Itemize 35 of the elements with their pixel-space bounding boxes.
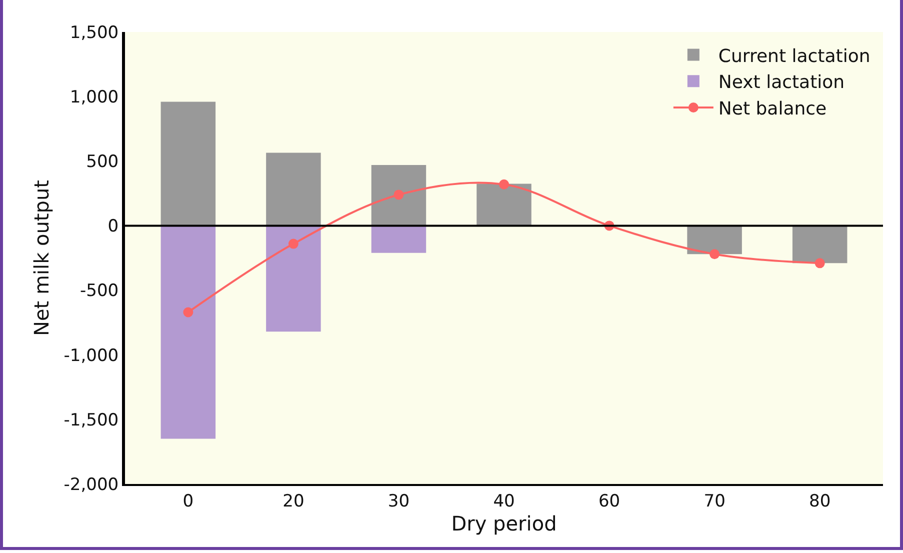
x-tick-label: 60: [598, 491, 620, 512]
legend-label: Next lactation: [718, 72, 845, 94]
x-tick-label: 20: [282, 491, 304, 512]
bar: [160, 226, 216, 439]
y-tick-label: 0: [108, 216, 119, 237]
point: [183, 307, 194, 318]
x-tick-label: 30: [388, 491, 410, 512]
legend-label: Net balance: [718, 98, 827, 120]
bar: [476, 184, 532, 226]
x-tick-label: 80: [809, 491, 831, 512]
bar: [792, 226, 848, 264]
y-tick-label: 1,000: [70, 88, 119, 108]
y-tick-label: -500: [80, 281, 119, 302]
y-tick-label: 1,500: [70, 22, 119, 43]
point: [710, 249, 720, 260]
x-tick-label: 40: [493, 491, 515, 512]
y-tick-label: -1,000: [64, 346, 119, 366]
x-axis-title: Dry period: [451, 511, 557, 536]
bar: [266, 152, 321, 226]
y-axis-title: Net milk output: [29, 180, 54, 336]
point: [499, 179, 509, 190]
legend-label: Current lactation: [718, 46, 870, 67]
bar: [160, 102, 216, 226]
y-tick-label: -1,500: [64, 410, 119, 430]
bar: [687, 226, 742, 254]
bar: [371, 226, 426, 253]
point: [394, 190, 404, 200]
y-tick-label: 500: [86, 152, 119, 172]
point: [814, 258, 825, 268]
bar: [371, 165, 426, 226]
x-tick-label: 70: [704, 491, 726, 512]
y-tick-label: -2,000: [64, 474, 119, 495]
bar: [266, 226, 321, 332]
point: [288, 238, 298, 249]
x-tick-label: 0: [182, 491, 194, 512]
